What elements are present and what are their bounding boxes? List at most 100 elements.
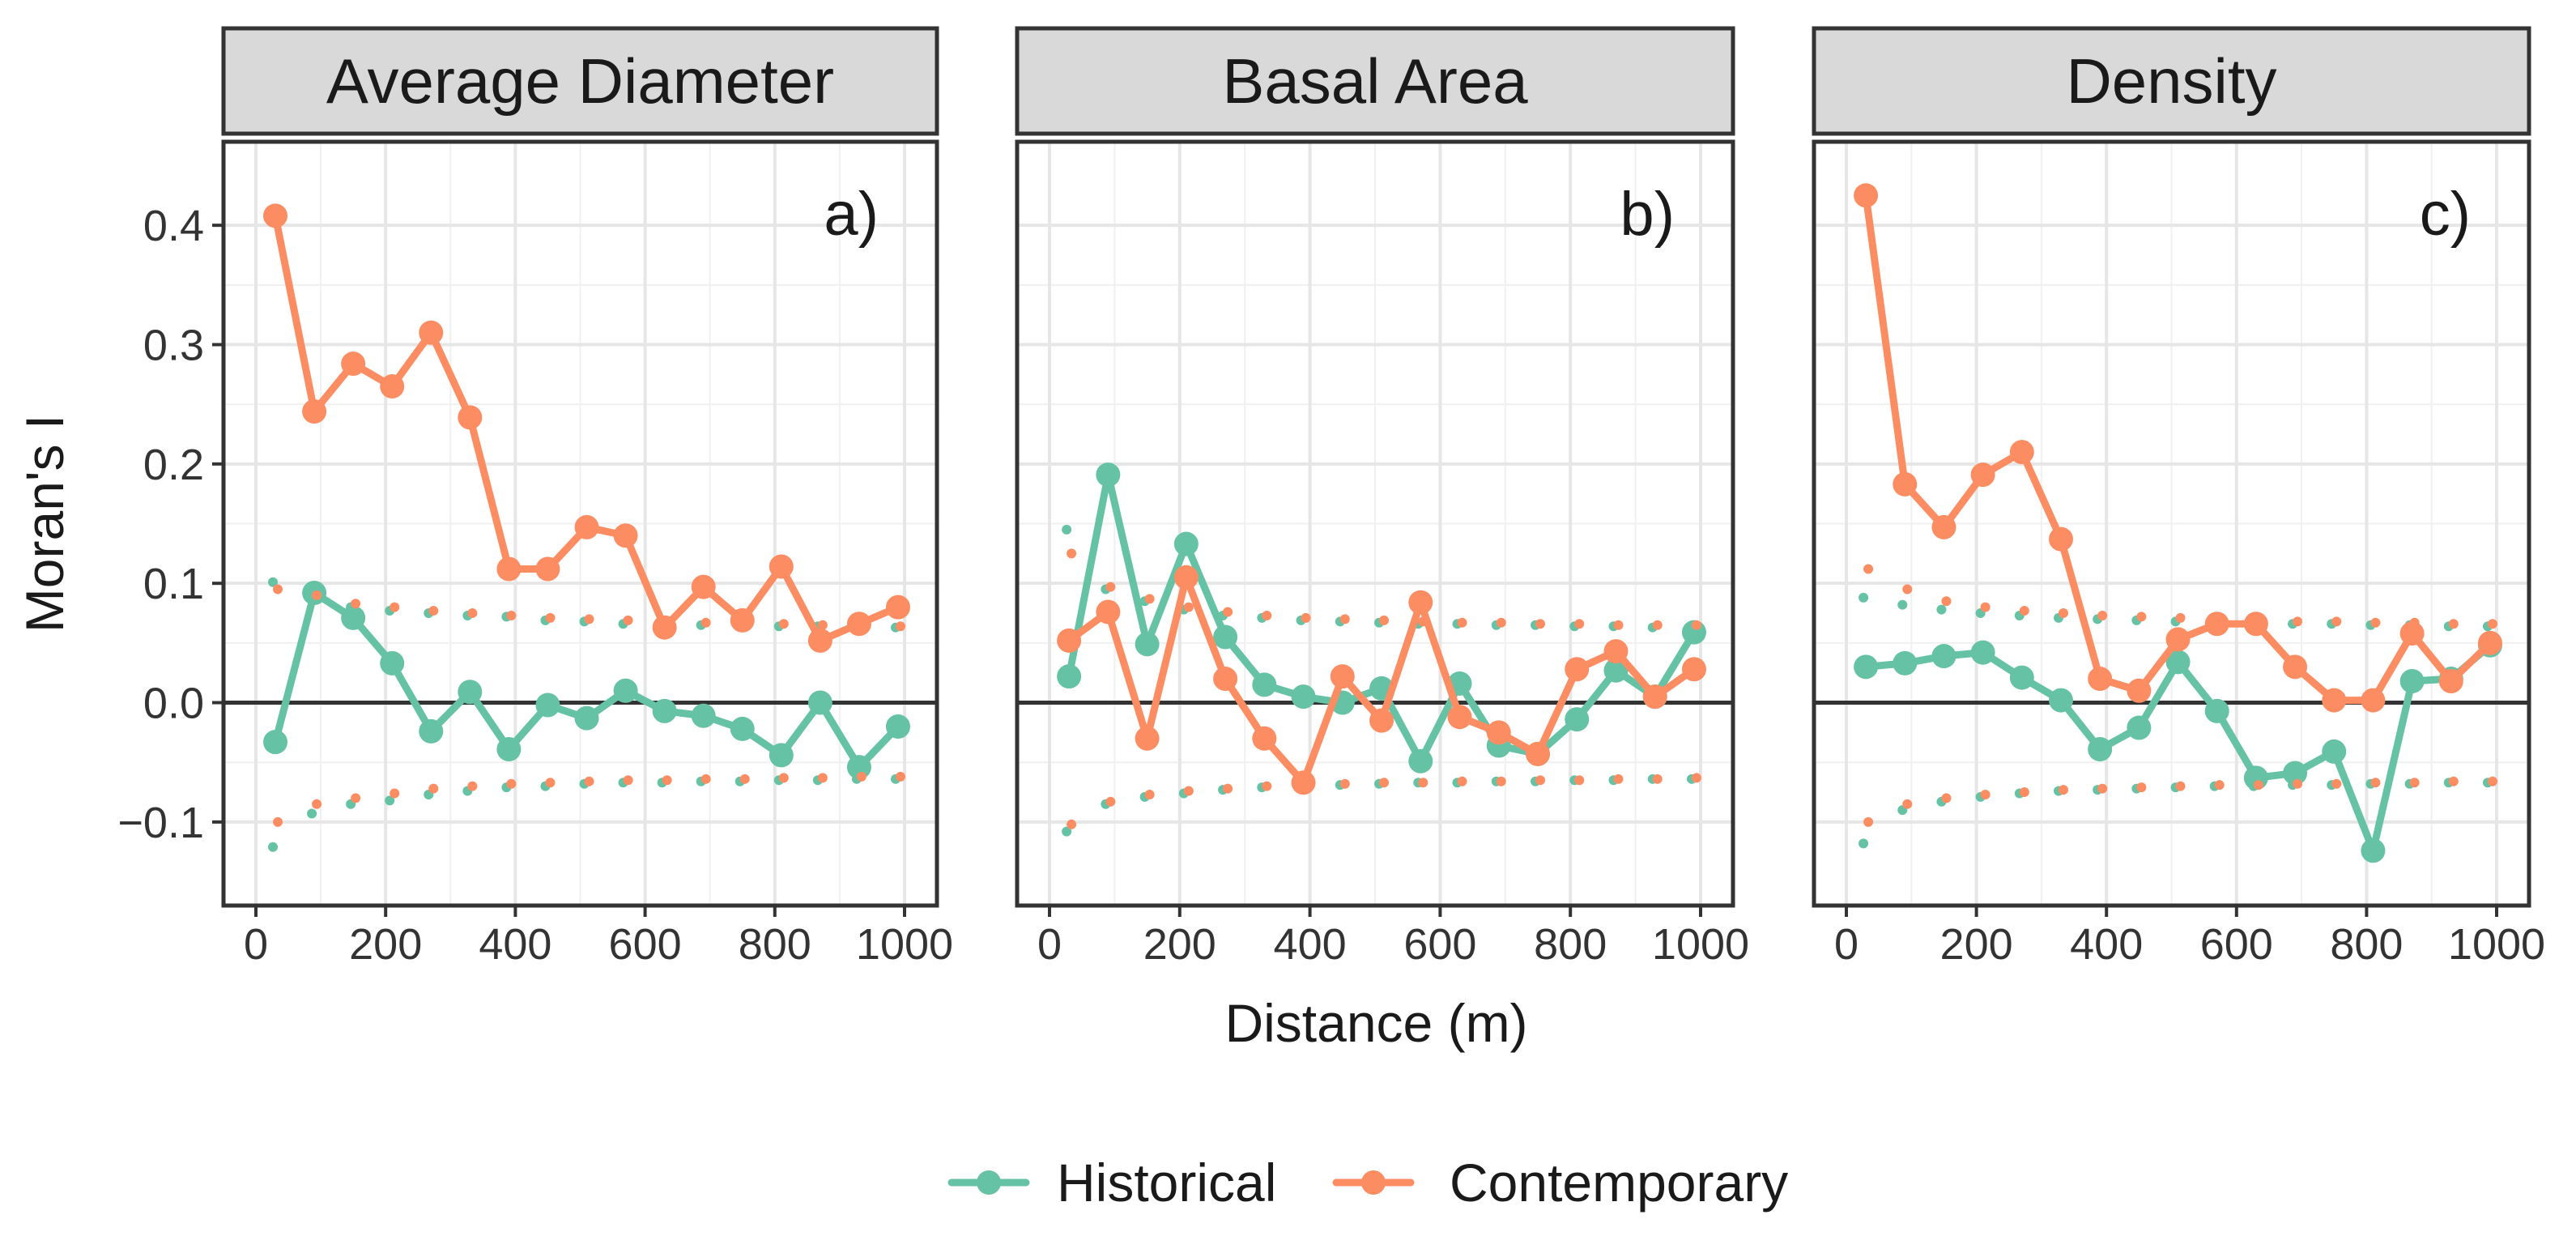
envelope-dot [584,614,594,624]
panel-2: Basal Area b) 0 200 400 600 800 1000 [1015,26,1749,969]
data-point [885,714,910,739]
data-point [496,736,522,761]
legend-label: Contemporary [1450,1153,1788,1213]
envelope-dot [2293,616,2303,627]
envelope-dot [739,774,750,784]
envelope-dot [1105,796,1116,807]
panel-strip [1015,26,1735,136]
envelope-dot [662,775,672,786]
x-tick-label: 800 [1534,920,1607,969]
data-point [846,612,871,637]
envelope-dot [1980,789,1991,799]
panel-tag: a) [824,180,879,249]
envelope-dot [2019,787,2029,798]
x-tick-label: 600 [1403,920,1476,969]
y-tick-label: 0.1 [143,560,204,608]
envelope-dot [2136,782,2147,793]
x-tick-label: 600 [609,920,682,969]
x-tick-label: 600 [2200,920,2273,969]
y-tick-label: 0.0 [143,680,204,728]
data-point [1408,590,1433,615]
envelope-dot [1339,614,1350,624]
envelope-dot [351,599,361,609]
envelope-dot [817,773,828,783]
envelope-dot [895,771,905,782]
envelope-dot [2409,778,2420,788]
envelope-dot [1863,564,1874,574]
envelope-dot [623,615,633,625]
envelope-dot [312,799,322,809]
x-tick-label: 0 [244,920,268,969]
x-tick-label: 800 [2330,920,2403,969]
envelope-dot [307,808,317,819]
envelope-dot [1535,619,1545,629]
envelope-dot [2097,783,2108,794]
data-point [1603,639,1629,664]
legend: Historical Contemporary [947,1153,1788,1213]
envelope-dot [506,778,517,789]
data-point [2243,612,2268,637]
data-point [419,320,444,345]
data-point [807,628,832,653]
envelope-dot [584,776,594,786]
envelope-dot [1262,781,1272,791]
envelope-dot [700,774,711,784]
envelope-dot [2175,612,2186,623]
data-point [2361,688,2386,713]
x-tick-label: 400 [1274,920,1347,969]
envelope-dot [467,608,478,619]
data-point [691,574,716,599]
data-point [263,203,288,228]
envelope-dot [1262,610,1272,620]
data-point [1096,462,1121,488]
data-point [2438,668,2463,693]
y-tick-label: −0.1 [117,799,204,847]
envelope-dot [2058,785,2068,795]
data-point [1252,672,1277,697]
data-point [2399,668,2425,693]
envelope-dot [1652,774,1663,784]
series-historical [1057,462,1706,837]
data-point [769,554,794,579]
envelope-dot [428,783,439,794]
data-point [1173,531,1199,556]
data-point [2322,739,2347,764]
series-contemporary [1854,183,2502,827]
envelope-dot [2370,778,2381,788]
data-point [1603,658,1629,683]
envelope-dot [390,788,400,799]
data-point [2088,667,2113,692]
envelope-dot [1457,776,1467,786]
data-point [730,716,755,741]
data-point [1970,640,1995,665]
data-point [2088,736,2113,761]
x-tick-label: 200 [349,920,422,969]
data-point [535,556,560,582]
panel-border [1812,139,2531,908]
data-point [1642,684,1667,710]
legend-label: Historical [1057,1153,1276,1213]
envelope-dot [1574,619,1585,629]
data-point [2009,440,2034,465]
legend-key-point [1361,1170,1386,1195]
data-point [380,650,405,676]
envelope-dot [2331,778,2342,789]
data-point [2127,715,2152,740]
data-point [885,595,910,620]
data-point [1931,644,1956,669]
data-point [1854,183,1879,208]
data-point [1330,664,1355,689]
data-point [2283,761,2308,786]
envelope-dot [778,619,789,629]
envelope-dot [2253,780,2263,791]
x-tick-label: 0 [1037,920,1062,969]
data-point [2361,838,2386,863]
envelope-dot [1223,783,1233,794]
data-point [2283,654,2308,680]
envelope-dot [1183,786,1194,796]
data-point [1408,748,1433,774]
envelope-dot [1062,524,1072,535]
panel-border [1015,139,1735,908]
envelope-dot [1418,778,1429,788]
envelope-dot [273,584,283,595]
